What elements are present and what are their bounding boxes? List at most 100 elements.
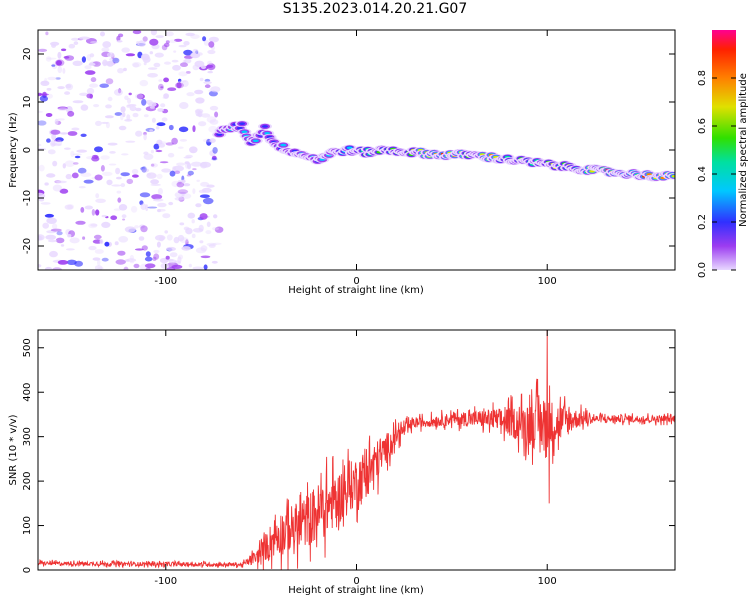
heatmap-noise-cell [149, 129, 154, 132]
heatmap-noise-cell [158, 83, 164, 91]
heatmap-noise-cell [111, 184, 122, 187]
y-tick-label: 300 [22, 427, 33, 446]
heatmap-noise-cell [165, 255, 170, 260]
heatmap-noise-cell [101, 121, 109, 124]
heatmap-noise-cell [177, 234, 185, 242]
heatmap-noise-cell [106, 52, 115, 58]
heatmap-noise-cell [196, 113, 202, 117]
heatmap-noise-cell [94, 146, 103, 153]
heatmap-noise-cell [64, 204, 74, 210]
heatmap-noise-cell [49, 250, 58, 258]
heatmap-noise-cell [69, 237, 80, 244]
heatmap-noise-cell [198, 189, 206, 194]
heatmap-noise-cell [177, 256, 182, 264]
heatmap-noise-cell [166, 234, 173, 241]
heatmap-noise-cell [115, 167, 121, 175]
heatmap-noise-cell [57, 51, 62, 59]
heatmap-noise-cell [117, 197, 122, 203]
heatmap-noise-cell [59, 188, 69, 194]
heatmap-noise-cell [44, 182, 49, 186]
heatmap-noise-cell [192, 168, 197, 171]
heatmap-noise-cell [50, 129, 61, 135]
heatmap-noise-cell [177, 180, 182, 185]
y-tick-label: 20 [22, 48, 33, 61]
heatmap-noise-cell [104, 115, 114, 119]
heatmap-noise-cell [198, 224, 204, 232]
heatmap-x-axis-label: Height of straight line (km) [288, 285, 424, 296]
heatmap-noise-cell [110, 215, 118, 220]
heatmap-noise-cell [206, 64, 214, 68]
heatmap-noise-cell [71, 172, 79, 179]
heatmap-noise-cell [118, 125, 127, 131]
y-tick-label: 400 [22, 383, 33, 402]
heatmap-noise-cell [166, 267, 176, 270]
heatmap-noise-cell [142, 36, 148, 42]
heatmap-noise-cell [90, 223, 98, 227]
heatmap-noise-cell [102, 59, 108, 67]
heatmap-noise-cell [45, 56, 52, 62]
heatmap-noise-cell [191, 233, 196, 239]
heatmap-noise-cell [38, 120, 47, 126]
heatmap-noise-cell [169, 170, 176, 177]
heatmap-noise-cell [198, 121, 207, 127]
heatmap-noise-cell [152, 198, 164, 202]
heatmap-noise-cell [67, 131, 78, 136]
heatmap-noise-cell [105, 121, 110, 129]
heatmap-noise-cell [88, 62, 96, 66]
heatmap-noise-cell [53, 139, 61, 142]
heatmap-noise-cell [192, 266, 204, 270]
heatmap-noise-cell [72, 100, 84, 104]
heatmap-noise-cell [118, 236, 129, 243]
heatmap-noise-cell [209, 150, 216, 157]
heatmap-noise-cell [194, 89, 204, 95]
heatmap-noise-cell [59, 132, 68, 135]
heatmap-noise-cell [56, 139, 62, 146]
heatmap-noise-cell [116, 40, 123, 43]
heatmap-noise-cell [199, 194, 210, 198]
heatmap-ridge-cell [241, 130, 248, 134]
x-tick-label: 100 [538, 276, 557, 287]
heatmap-noise-cell [55, 59, 65, 67]
heatmap-noise-cell [149, 106, 155, 109]
heatmap-noise-cell [100, 31, 105, 37]
heatmap-noise-cell [65, 173, 73, 180]
colorbar-tick-label: 0.8 [697, 70, 708, 86]
heatmap-noise-cell [144, 263, 156, 269]
heatmap-noise-cell [125, 53, 136, 57]
heatmap-noise-cell [50, 41, 60, 46]
heatmap-noise-cell [57, 66, 63, 74]
heatmap-noise-cell [173, 50, 177, 53]
heatmap-noise-cell [38, 143, 42, 147]
heatmap-noise-cell [67, 234, 72, 238]
heatmap-noise-cell [64, 91, 71, 95]
heatmap-noise-cell [171, 180, 181, 188]
heatmap-noise-cell [114, 241, 119, 246]
heatmap-noise-cell [139, 192, 151, 198]
heatmap-noise-cell [177, 189, 189, 194]
heatmap-noise-cell [200, 113, 211, 118]
heatmap-noise-cell [45, 234, 57, 240]
heatmap-noise-cell [199, 240, 204, 244]
heatmap-noise-cell [47, 76, 57, 81]
heatmap-noise-cell [192, 188, 196, 195]
x-tick-label: -100 [154, 576, 177, 587]
heatmap-noise-cell [178, 44, 187, 48]
heatmap-noise-cell [79, 36, 90, 40]
heatmap-noise-cell [76, 149, 88, 153]
heatmap-noise-cell [102, 41, 112, 48]
heatmap-noise-cell [95, 193, 100, 199]
heatmap-noise-cell [80, 172, 92, 177]
heatmap-noise-cell [199, 77, 204, 82]
heatmap-noise-cell [99, 83, 109, 88]
heatmap-noise-cell [192, 125, 196, 133]
heatmap-noise-cell [162, 213, 171, 219]
heatmap-noise-cell [194, 60, 205, 68]
heatmap-noise-cell [200, 181, 210, 187]
heatmap-noise-cell [73, 41, 79, 45]
snr-axes: -100 0 100 0 100 200 300 400 500 [22, 330, 675, 587]
heatmap-noise-cell [150, 179, 160, 185]
heatmap-noise-cell [136, 93, 145, 100]
heatmap-noise-cell [136, 41, 140, 46]
heatmap-noise-cell [56, 60, 62, 66]
